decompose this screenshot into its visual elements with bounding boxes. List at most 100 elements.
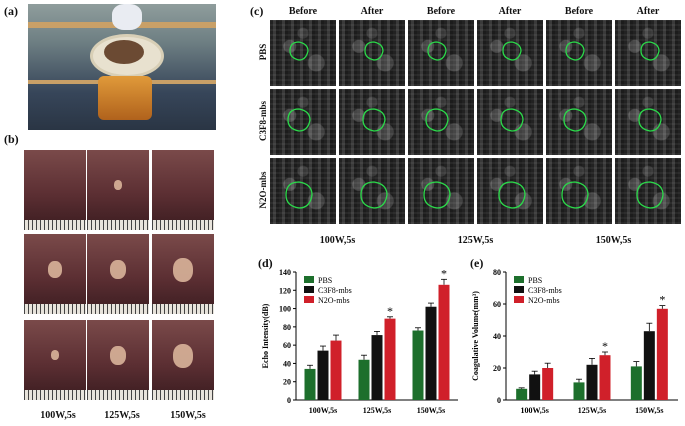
x-tick-label: 125W,5s xyxy=(578,406,606,415)
gloved-hand xyxy=(112,4,142,30)
ultrasound-image xyxy=(546,89,612,155)
ultrasound-image xyxy=(408,89,474,155)
y-tick-label: 60 xyxy=(283,341,291,350)
liver-photo xyxy=(87,320,149,400)
ultrasound-image xyxy=(408,158,474,224)
bar xyxy=(384,318,396,400)
y-tick-label: 0 xyxy=(497,396,501,405)
ruler xyxy=(87,390,149,400)
roi-outline xyxy=(636,181,664,209)
roi-outline xyxy=(362,108,386,132)
liver-photo xyxy=(87,150,149,230)
b-label-150: 150W,5s xyxy=(170,410,206,421)
x-tick-label: 100W,5s xyxy=(309,406,337,415)
liver-photo xyxy=(24,234,86,314)
us-group-label: 125W,5s xyxy=(457,235,494,246)
echo-intensity-chart: 0 20 40 60 80 100 120 140 Echo Intensity(dB) 100W… xyxy=(261,266,458,415)
lesion xyxy=(110,346,126,366)
ultrasound-image xyxy=(615,158,681,224)
bar xyxy=(358,359,370,400)
roi-outline xyxy=(563,108,587,132)
legend-swatch xyxy=(304,296,314,303)
significance-marker: * xyxy=(659,293,665,307)
bar xyxy=(630,366,642,400)
y-tick-label: 40 xyxy=(493,332,501,341)
y-tick-label: 80 xyxy=(493,268,501,277)
ruler xyxy=(87,220,149,230)
x-tick-label: 125W,5s xyxy=(363,406,391,415)
liver-photo-grid xyxy=(24,150,222,405)
bar xyxy=(330,340,342,400)
ultrasound-image xyxy=(546,158,612,224)
legend-label: PBS xyxy=(528,276,542,285)
bar xyxy=(573,382,585,400)
y-tick-label: 140 xyxy=(279,268,291,277)
legend-swatch xyxy=(514,296,524,303)
roi-outline xyxy=(285,181,313,209)
y-tick-label: 40 xyxy=(283,359,291,368)
y-tick-label: 20 xyxy=(493,364,501,373)
us-row-header: N2O-mbs xyxy=(258,171,268,209)
roi-outline xyxy=(289,41,309,61)
roi-outline xyxy=(287,108,311,132)
y-tick-label: 60 xyxy=(493,300,501,309)
legend-swatch xyxy=(304,286,314,293)
bar xyxy=(586,364,598,400)
ruler xyxy=(24,390,86,400)
b-label-125: 125W,5s xyxy=(104,410,140,421)
legend-label: C3F8-mbs xyxy=(318,286,352,295)
b-label-100: 100W,5s xyxy=(40,410,76,421)
bar xyxy=(304,368,316,400)
legend-swatch xyxy=(304,276,314,283)
liver-photo xyxy=(152,320,214,400)
lesion xyxy=(51,350,59,360)
us-col-header: After xyxy=(360,6,384,17)
roi-outline xyxy=(423,181,451,209)
ultrasound-image xyxy=(339,158,405,224)
liver-photo xyxy=(24,150,86,230)
bar xyxy=(656,308,668,400)
panel-b-label: (b) xyxy=(4,132,19,146)
significance-marker: * xyxy=(441,266,447,280)
ultrasound-image xyxy=(339,20,405,86)
legend-swatch xyxy=(514,276,524,283)
x-tick-label: 150W,5s xyxy=(635,406,663,415)
bar xyxy=(542,368,554,400)
ultrasound-grid: Before After Before After Before After PBS C3F8… xyxy=(258,0,681,246)
ruler xyxy=(152,304,214,314)
y-tick-label: 120 xyxy=(279,286,291,295)
roi-outline xyxy=(638,108,662,132)
us-group-label: 150W,5s xyxy=(595,235,632,246)
panel-a-label: (a) xyxy=(4,4,18,18)
roi-outline xyxy=(498,181,526,209)
y-tick-label: 0 xyxy=(287,396,291,405)
x-tick-label: 100W,5s xyxy=(520,406,548,415)
x-tick-label: 150W,5s xyxy=(417,406,445,415)
us-group-label: 100W,5s xyxy=(319,235,356,246)
y-axis-label: Echo Intensity(dB) xyxy=(261,303,270,368)
lesion xyxy=(114,180,122,190)
legend-swatch xyxy=(514,286,524,293)
lesion xyxy=(110,260,126,280)
roi-outline xyxy=(640,41,660,61)
us-row-header: PBS xyxy=(258,43,268,61)
y-tick-label: 80 xyxy=(283,323,291,332)
ultrasound-image xyxy=(546,20,612,86)
legend-label: PBS xyxy=(318,276,332,285)
roi-outline xyxy=(502,41,522,61)
legend-label: N2O-mbs xyxy=(528,296,560,305)
us-col-header: Before xyxy=(564,6,594,17)
panel-e-label: (e) xyxy=(470,256,484,270)
us-col-header: Before xyxy=(288,6,318,17)
bar xyxy=(438,284,450,400)
liver-photo xyxy=(152,234,214,314)
us-row-header: C3F8-mbs xyxy=(258,101,268,141)
y-axis-label: Coagulative Volume(mm³) xyxy=(471,291,480,381)
significance-marker: * xyxy=(602,339,608,353)
lesion xyxy=(48,261,62,278)
panel-d-label: (d) xyxy=(258,256,273,270)
ultrasound-image xyxy=(270,20,336,86)
orange-holder xyxy=(98,76,152,120)
bar xyxy=(529,374,541,400)
significance-marker: * xyxy=(387,304,393,318)
